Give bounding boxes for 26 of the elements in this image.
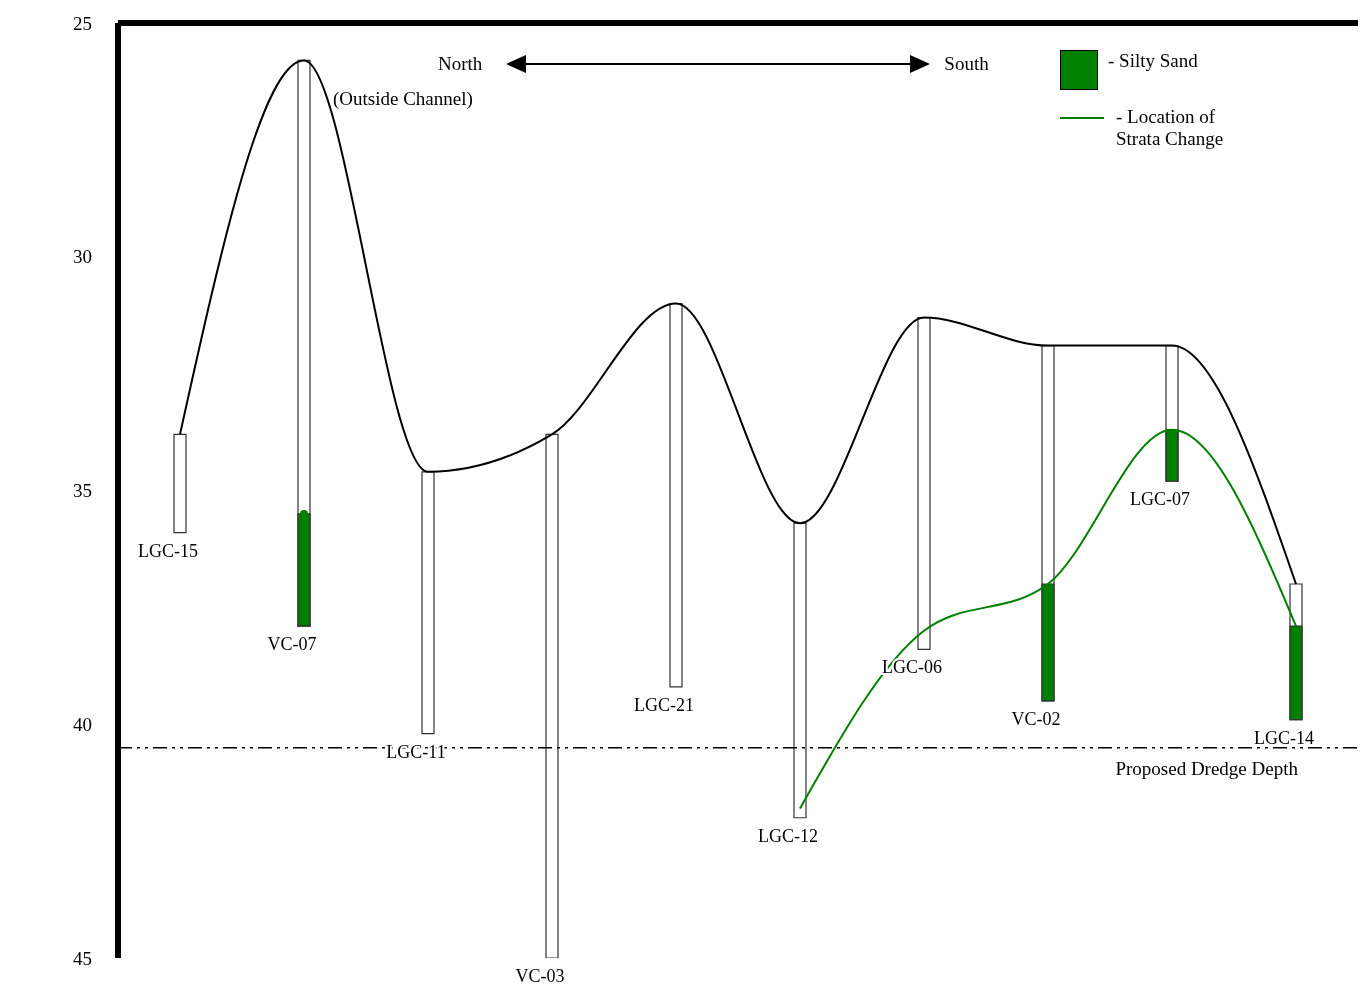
ref-line-label: Proposed Dredge Depth xyxy=(1115,757,1299,779)
bar xyxy=(669,302,683,688)
bar xyxy=(421,471,435,735)
y-tick-label: 35 xyxy=(73,480,92,502)
x-tick-label: LGC-07 xyxy=(1130,489,1190,510)
y-tick-label: 45 xyxy=(73,947,92,969)
x-tick-label: LGC-21 xyxy=(634,694,694,715)
legend-label: - Location of Strata Change xyxy=(1116,106,1225,150)
y-tick-label: 40 xyxy=(73,713,92,735)
x-tick-label: LGC-12 xyxy=(758,825,818,846)
bar xyxy=(545,433,559,958)
x-tick-label: VC-07 xyxy=(267,634,317,655)
x-tick-label: VC-03 xyxy=(515,966,565,986)
bar xyxy=(917,316,931,651)
annotation: (Outside Channel) xyxy=(333,88,473,110)
x-tick-label: LGC-15 xyxy=(138,540,198,561)
annotation: South xyxy=(944,53,989,75)
bar xyxy=(793,522,807,819)
x-tick-label: LGC-11 xyxy=(386,741,446,762)
annotation: North xyxy=(438,53,483,75)
legend-label: - Silty Sand xyxy=(1108,50,1199,72)
bar xyxy=(173,433,187,534)
y-tick-label: 30 xyxy=(73,246,92,268)
x-tick-label: VC-02 xyxy=(1011,708,1061,729)
x-tick-label: LGC-14 xyxy=(1254,727,1314,748)
y-tick-label: 25 xyxy=(73,12,92,34)
